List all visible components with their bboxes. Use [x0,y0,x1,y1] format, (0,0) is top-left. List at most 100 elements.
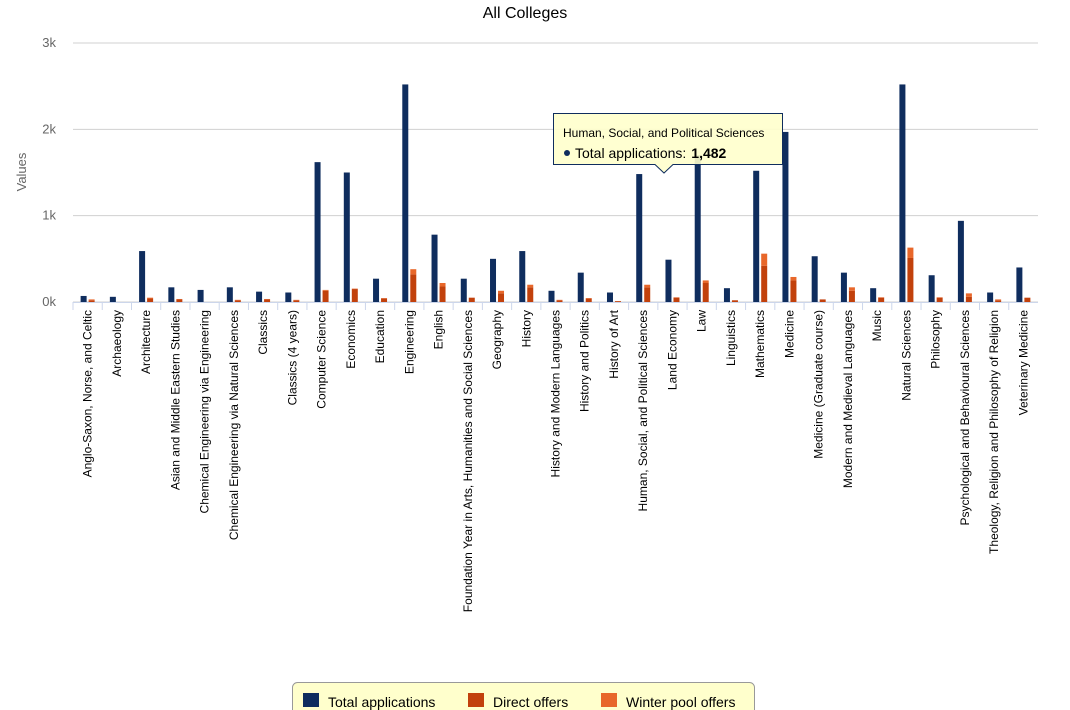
y-tick-label: 1k [42,208,56,223]
x-tick-label: History [519,310,533,347]
y-tick-label: 3k [42,35,56,50]
bar [147,298,154,302]
bar [577,272,584,302]
bar [987,292,994,302]
legend-swatch [468,693,484,707]
x-tick-label: Geography [490,310,504,369]
bar [439,286,446,302]
bar [819,299,826,302]
x-tick-label: Philosophy [929,310,943,369]
bar [790,276,797,281]
bar [606,292,613,302]
bar [848,287,855,291]
bar [314,162,321,302]
x-tick-label: Psychological and Behavioural Sciences [958,310,972,525]
bar [702,283,709,302]
x-tick-label: Chemical Engineering via Engineering [198,310,212,513]
bar [410,274,417,302]
bar [147,297,154,299]
x-tick-label: Computer Science [315,310,329,409]
bar [226,287,233,302]
bar [636,174,643,302]
bar [965,293,972,297]
bar [293,300,300,302]
bar [88,300,95,302]
bar [644,284,651,288]
bar [402,84,409,302]
x-tick-label: Asian and Middle Eastern Studies [168,310,182,490]
x-tick-label: Architecture [139,310,153,374]
legend-swatch [303,693,319,707]
bar [468,297,475,302]
x-tick-label: Modern and Medieval Languages [841,310,855,488]
bar [343,172,350,302]
bar [139,251,146,302]
bar [322,290,329,302]
bar [644,287,651,302]
x-tick-label: Classics (4 years) [285,310,299,405]
bar [753,170,760,302]
bar [840,272,847,302]
tooltip-label: Total applications: [575,145,686,161]
bar [527,287,534,302]
bar [761,253,768,266]
bar [665,259,672,302]
bar [109,296,116,302]
y-axis-title: Values [14,152,29,191]
legend-box [292,682,755,710]
bar [848,290,855,302]
x-tick-label: Mathematics [753,310,767,378]
x-tick-label: Economics [344,310,358,369]
bar [1024,297,1031,302]
y-tick-label: 2k [42,121,56,136]
x-tick-label: Archaeology [110,310,124,377]
bar [731,300,738,302]
tooltip: Human, Social, and Political Sciences Tot… [553,113,783,174]
bar [460,278,467,302]
bar [490,258,497,302]
x-tick-label: Music [870,310,884,341]
bar [351,289,358,302]
x-tick-label: History of Art [607,309,621,378]
bar [673,297,680,302]
bar [527,284,534,288]
bar [373,278,380,302]
bar [285,292,292,302]
x-tick-label: Education [373,310,387,363]
bar [168,287,175,302]
bar [322,289,329,291]
tooltip-marker [564,150,570,156]
x-tick-label: Veterinary Medicine [1016,310,1030,416]
bar [519,251,526,302]
bar [995,299,1002,301]
x-tick-label: English [432,310,446,349]
bar [761,265,768,302]
bar [88,299,95,301]
x-tick-label: Chemical Engineering via Natural Science… [227,310,241,540]
x-tick-label: Medicine [782,310,796,358]
bar [431,234,438,302]
tooltip-value: 1,482 [691,145,726,161]
legend-label: Winter pool offers [626,694,735,710]
bar [256,291,263,302]
bar [556,300,563,302]
bar [790,280,797,302]
x-tick-label: Theology, Religion and Philosophy of Rel… [987,310,1001,554]
legend-label: Total applications [328,694,435,710]
x-tick-label: Linguistics [724,310,738,366]
x-tick-label: Medicine (Graduate course) [812,310,826,459]
bar [965,296,972,302]
x-tick-label: Classics [256,310,270,355]
x-tick-label: History and Politics [578,310,592,412]
bar [907,247,914,258]
bar [782,131,789,302]
bar [234,300,241,302]
bar [80,295,87,302]
legend-label: Direct offers [493,694,568,710]
bar [264,299,271,302]
x-tick-label: Human, Social, and Political Sciences [636,310,650,511]
bar [995,300,1002,302]
bar [439,283,446,287]
chart-title: All Colleges [483,5,567,22]
